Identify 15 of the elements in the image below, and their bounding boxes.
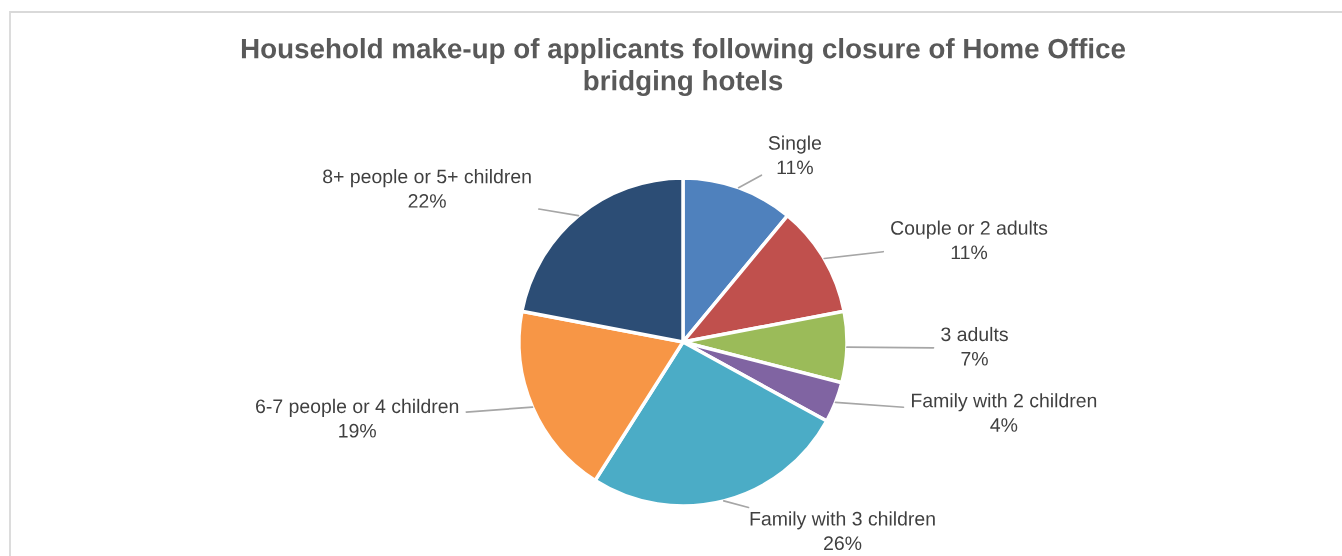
slice-label: 3 adults <box>941 326 1008 342</box>
chart-title: Household make-up of applicants following closure of Home Office bridging hotels <box>241 38 1126 97</box>
data-label: 19% <box>339 423 376 438</box>
data-label: 11% <box>951 245 988 260</box>
slice-label: Single <box>768 135 822 154</box>
slice-label: Couple or 2 adults <box>891 220 1048 239</box>
slice-label: 8+ people or 5+ children <box>323 169 531 188</box>
slice-label: 6-7 people or 4 children <box>256 398 459 417</box>
data-label: 7% <box>961 351 988 366</box>
data-label: 4% <box>990 418 1018 432</box>
slice-label: Family with 3 children <box>750 511 935 530</box>
data-label: 11% <box>777 160 813 175</box>
slice-label: Family with 2 children <box>912 393 1097 412</box>
data-label: 22% <box>408 194 446 208</box>
data-label: 26% <box>824 536 862 551</box>
